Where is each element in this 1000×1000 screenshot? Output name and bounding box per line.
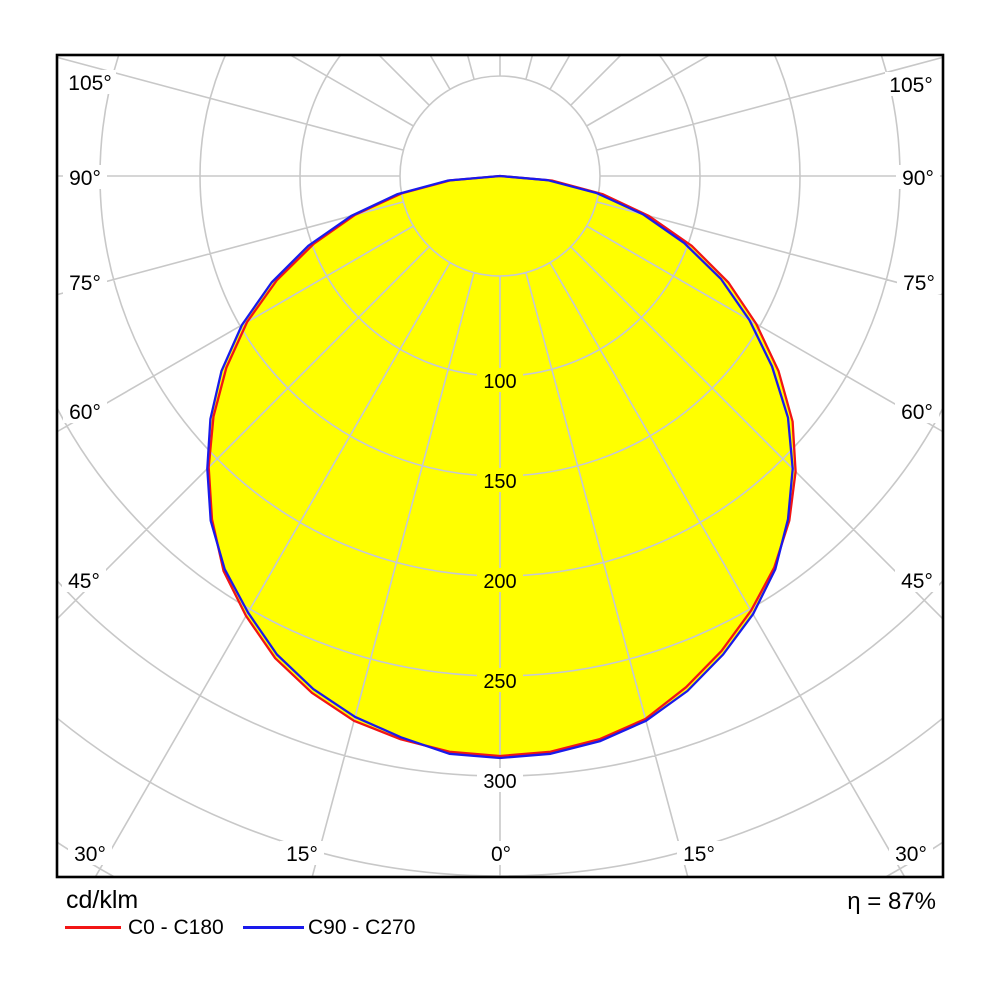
- gamma-angle-label: 90°: [902, 167, 934, 190]
- gamma-angle-label: 45°: [901, 570, 933, 593]
- gamma-angle-label: 105°: [889, 74, 932, 97]
- legend-label-c0-c180: C0 - C180: [128, 916, 224, 939]
- intensity-ring-label: 300: [483, 771, 516, 793]
- efficiency-label: η = 87%: [847, 888, 936, 915]
- intensity-ring-label: 200: [483, 571, 516, 593]
- gamma-angle-label: 75°: [69, 272, 101, 295]
- intensity-curve-c0-c180: [207, 174, 797, 758]
- gamma-angle-label: 15°: [286, 843, 318, 866]
- gamma-angle-label: 75°: [903, 272, 935, 295]
- axis-labels: 105° 90° 75° 60° 45° 30° 15° 0° 15° 30° 45° 60° 75° 9…: [62, 70, 941, 866]
- plot-frame: [55, 53, 945, 879]
- gamma-angle-label: 60°: [901, 401, 933, 424]
- gamma-angle-label: 105°: [68, 72, 111, 95]
- legend-label-c90-c270: C90 - C270: [308, 916, 416, 939]
- intensity-ring-label: 250: [483, 671, 516, 693]
- gamma-angle-label: 15°: [683, 843, 715, 866]
- intensity-ring-label: 100: [483, 371, 516, 393]
- gamma-angle-label: 0°: [491, 843, 511, 866]
- gamma-angle-label: 60°: [69, 401, 101, 424]
- intensity-ring-label: 150: [483, 471, 516, 493]
- intensity-curve-c90-c270: [206, 174, 794, 760]
- units-label: cd/klm: [66, 886, 139, 914]
- gamma-angle-label: 90°: [69, 167, 101, 190]
- gamma-angle-label: 45°: [68, 570, 100, 593]
- legend-line-c0-c180: [65, 926, 121, 929]
- gamma-angle-label: 30°: [74, 843, 106, 866]
- legend-line-c90-c270: [243, 926, 304, 929]
- gamma-angle-label: 30°: [895, 843, 927, 866]
